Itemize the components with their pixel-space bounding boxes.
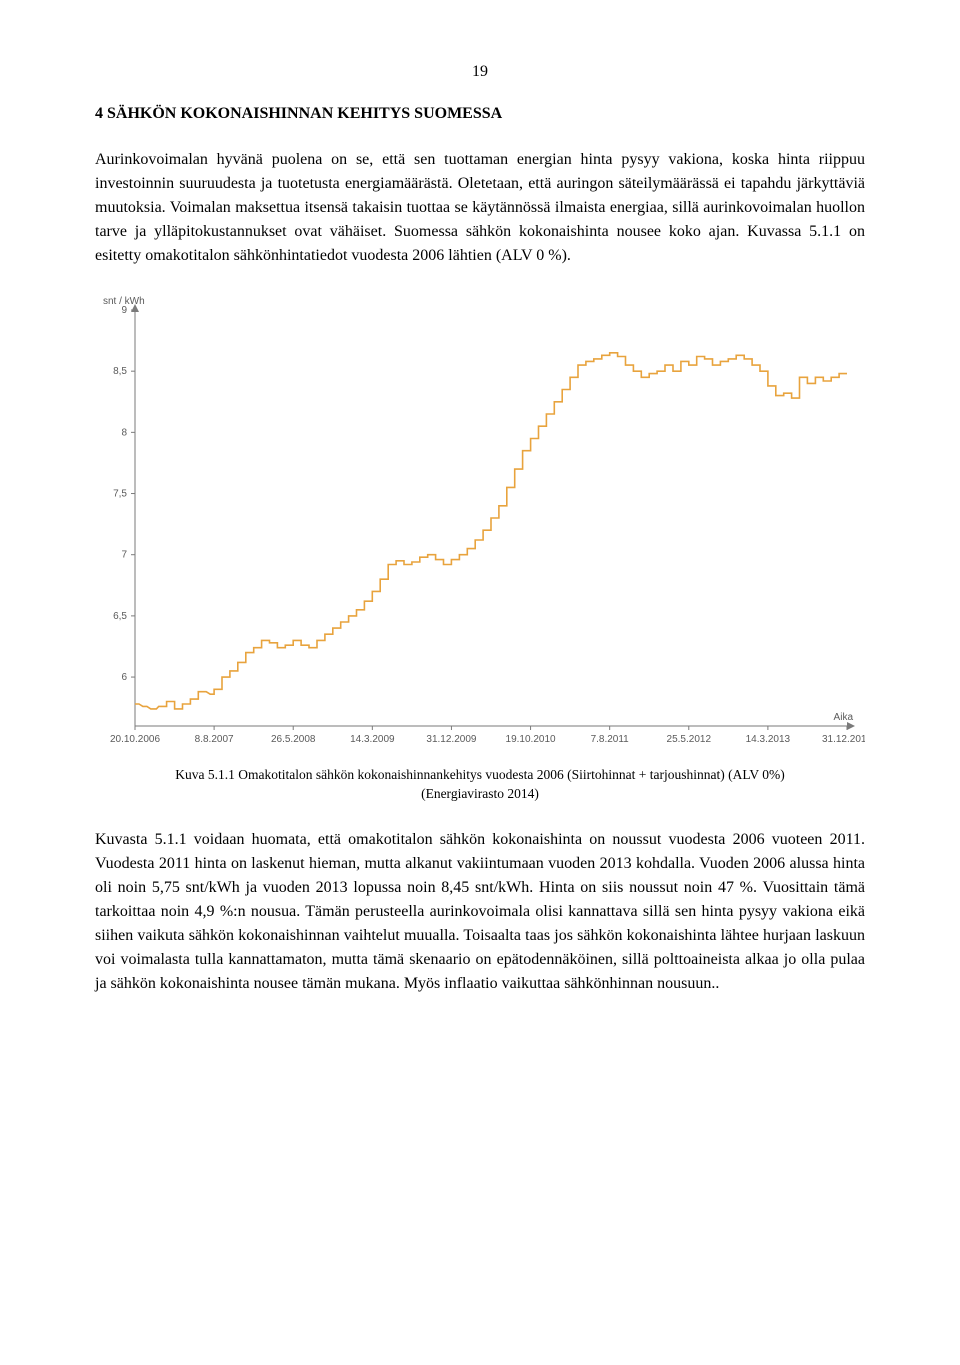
svg-text:26.5.2008: 26.5.2008 <box>271 734 316 745</box>
svg-text:8,5: 8,5 <box>113 366 127 377</box>
price-chart: snt / kWh98,587,576,5620.10.20068.8.2007… <box>95 288 865 758</box>
chart-caption: Kuva 5.1.1 Omakotitalon sähkön kokonaish… <box>95 766 865 804</box>
svg-text:7,5: 7,5 <box>113 489 127 500</box>
paragraph-1: Aurinkovoimalan hyvänä puolena on se, et… <box>95 148 865 268</box>
svg-text:8.8.2007: 8.8.2007 <box>195 734 234 745</box>
svg-text:7.8.2011: 7.8.2011 <box>591 734 630 745</box>
svg-text:14.3.2009: 14.3.2009 <box>350 734 395 745</box>
svg-text:9: 9 <box>121 305 127 316</box>
svg-text:19.10.2010: 19.10.2010 <box>506 734 556 745</box>
price-chart-svg: snt / kWh98,587,576,5620.10.20068.8.2007… <box>95 288 865 758</box>
svg-text:31.12.2009: 31.12.2009 <box>426 734 476 745</box>
section-heading: 4 SÄHKÖN KOKONAISHINNAN KEHITYS SUOMESSA <box>95 102 865 126</box>
svg-text:25.5.2012: 25.5.2012 <box>667 734 712 745</box>
page-number: 19 <box>95 60 865 84</box>
svg-text:7: 7 <box>121 550 127 561</box>
paragraph-2: Kuvasta 5.1.1 voidaan huomata, että omak… <box>95 828 865 996</box>
svg-text:20.10.2006: 20.10.2006 <box>110 734 160 745</box>
caption-line-1: Kuva 5.1.1 Omakotitalon sähkön kokonaish… <box>175 767 784 782</box>
caption-line-2: (Energiavirasto 2014) <box>421 786 539 801</box>
svg-text:31.12.2013: 31.12.2013 <box>822 734 865 745</box>
svg-text:8: 8 <box>121 427 127 438</box>
svg-text:6: 6 <box>121 672 127 683</box>
svg-text:6,5: 6,5 <box>113 611 127 622</box>
svg-text:14.3.2013: 14.3.2013 <box>746 734 791 745</box>
svg-text:Aika: Aika <box>834 712 854 723</box>
